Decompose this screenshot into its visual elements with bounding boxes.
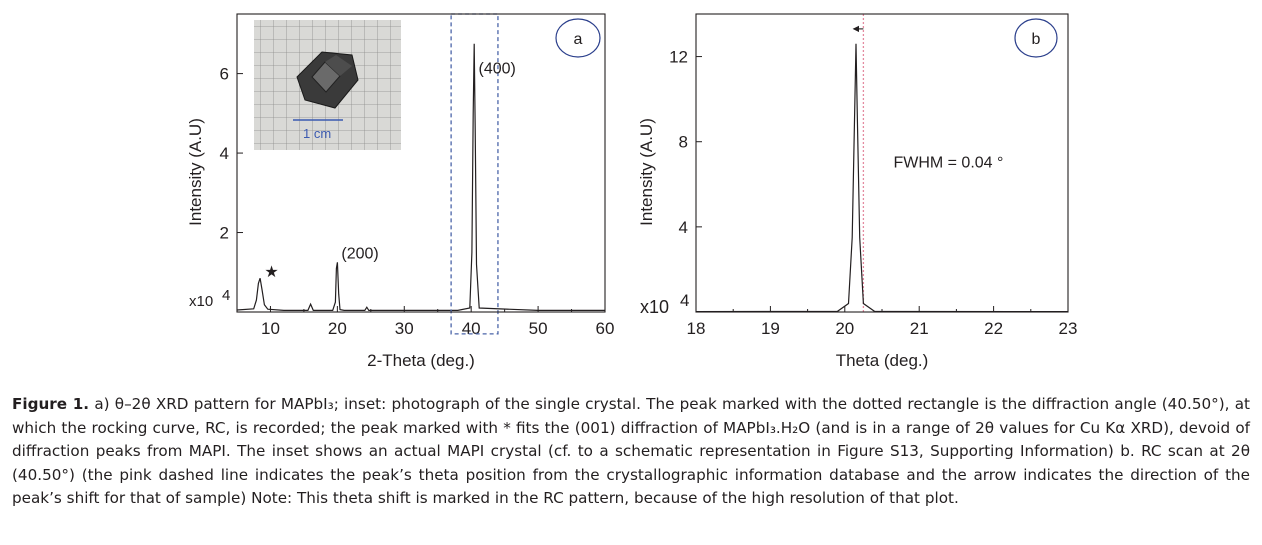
- x-tick-label: 20: [835, 319, 854, 338]
- figure-caption: Figure 1. a) θ–2θ XRD pattern for MAPbI₃…: [12, 393, 1250, 511]
- series-group: [236, 43, 605, 311]
- x-tick-label: 20: [328, 319, 347, 338]
- panel-label: b: [1032, 31, 1041, 48]
- y-axis-label: Intensity (A.U): [186, 118, 205, 226]
- x-tick-label: 22: [984, 319, 1003, 338]
- panel-label: a: [574, 31, 583, 48]
- y-axis-label: Intensity (A.U): [637, 118, 656, 226]
- data-series-line: [695, 43, 1069, 313]
- panel-b: Intensity (A.U) x10 4 Theta (deg.) 18 19 2…: [637, 13, 1077, 370]
- data-annotation: (400): [479, 61, 516, 78]
- scale-label: 1 cm: [303, 126, 331, 141]
- tick-group: 18 19 20 21 22 23 4 8 12: [669, 48, 1077, 338]
- x-tick-label: 40: [462, 319, 481, 338]
- y-exponent: 4: [680, 291, 689, 310]
- data-series-line: [236, 43, 605, 311]
- x-tick-label: 19: [761, 319, 780, 338]
- data-annotation: (200): [341, 245, 378, 262]
- annotation-group: FWHM = 0.04 °: [893, 154, 1003, 171]
- y-tick-label: 12: [669, 48, 688, 67]
- x-tick-label: 21: [910, 319, 929, 338]
- x-tick-label: 30: [395, 319, 414, 338]
- x-axis-label: Theta (deg.): [836, 351, 929, 370]
- x-tick-label: 10: [261, 319, 280, 338]
- x-tick-label: 18: [687, 319, 706, 338]
- y-tick-label: 8: [679, 133, 688, 152]
- figure: Intensity (A.U) x10 4 2-Theta (deg.) 10 2…: [186, 13, 1077, 370]
- data-annotation: ★: [264, 264, 278, 281]
- caption-text: a) θ–2θ XRD pattern for MAPbI₃; inset: p…: [12, 395, 1250, 508]
- series-group: [695, 43, 1069, 313]
- panel-a: Intensity (A.U) x10 4 2-Theta (deg.) 10 2…: [186, 13, 615, 370]
- caption-label: Figure 1.: [12, 395, 90, 413]
- panel-label-circle: [555, 18, 601, 58]
- panel-label-circle: [1014, 18, 1058, 58]
- annotation-group: (400) (200) ★: [264, 61, 515, 281]
- y-exponent: 4: [222, 287, 230, 304]
- y-multiplier: x10: [189, 293, 213, 310]
- x-axis-label: 2-Theta (deg.): [367, 351, 475, 370]
- x-tick-label: 60: [596, 319, 615, 338]
- y-multiplier: x10: [640, 297, 669, 317]
- x-tick-label: 23: [1059, 319, 1078, 338]
- y-tick-label: 2: [220, 224, 229, 243]
- y-tick-label: 4: [679, 218, 688, 237]
- axes-frame: [236, 13, 606, 313]
- axes-frame: [695, 13, 1069, 313]
- inset-photo: 1 cm: [254, 20, 401, 150]
- y-tick-label: 6: [220, 65, 229, 84]
- x-tick-label: 50: [529, 319, 548, 338]
- y-tick-label: 4: [220, 144, 229, 163]
- data-annotation: FWHM = 0.04 °: [893, 154, 1003, 171]
- tick-group: 10 20 30 40 50 60 2 4 6: [220, 65, 615, 338]
